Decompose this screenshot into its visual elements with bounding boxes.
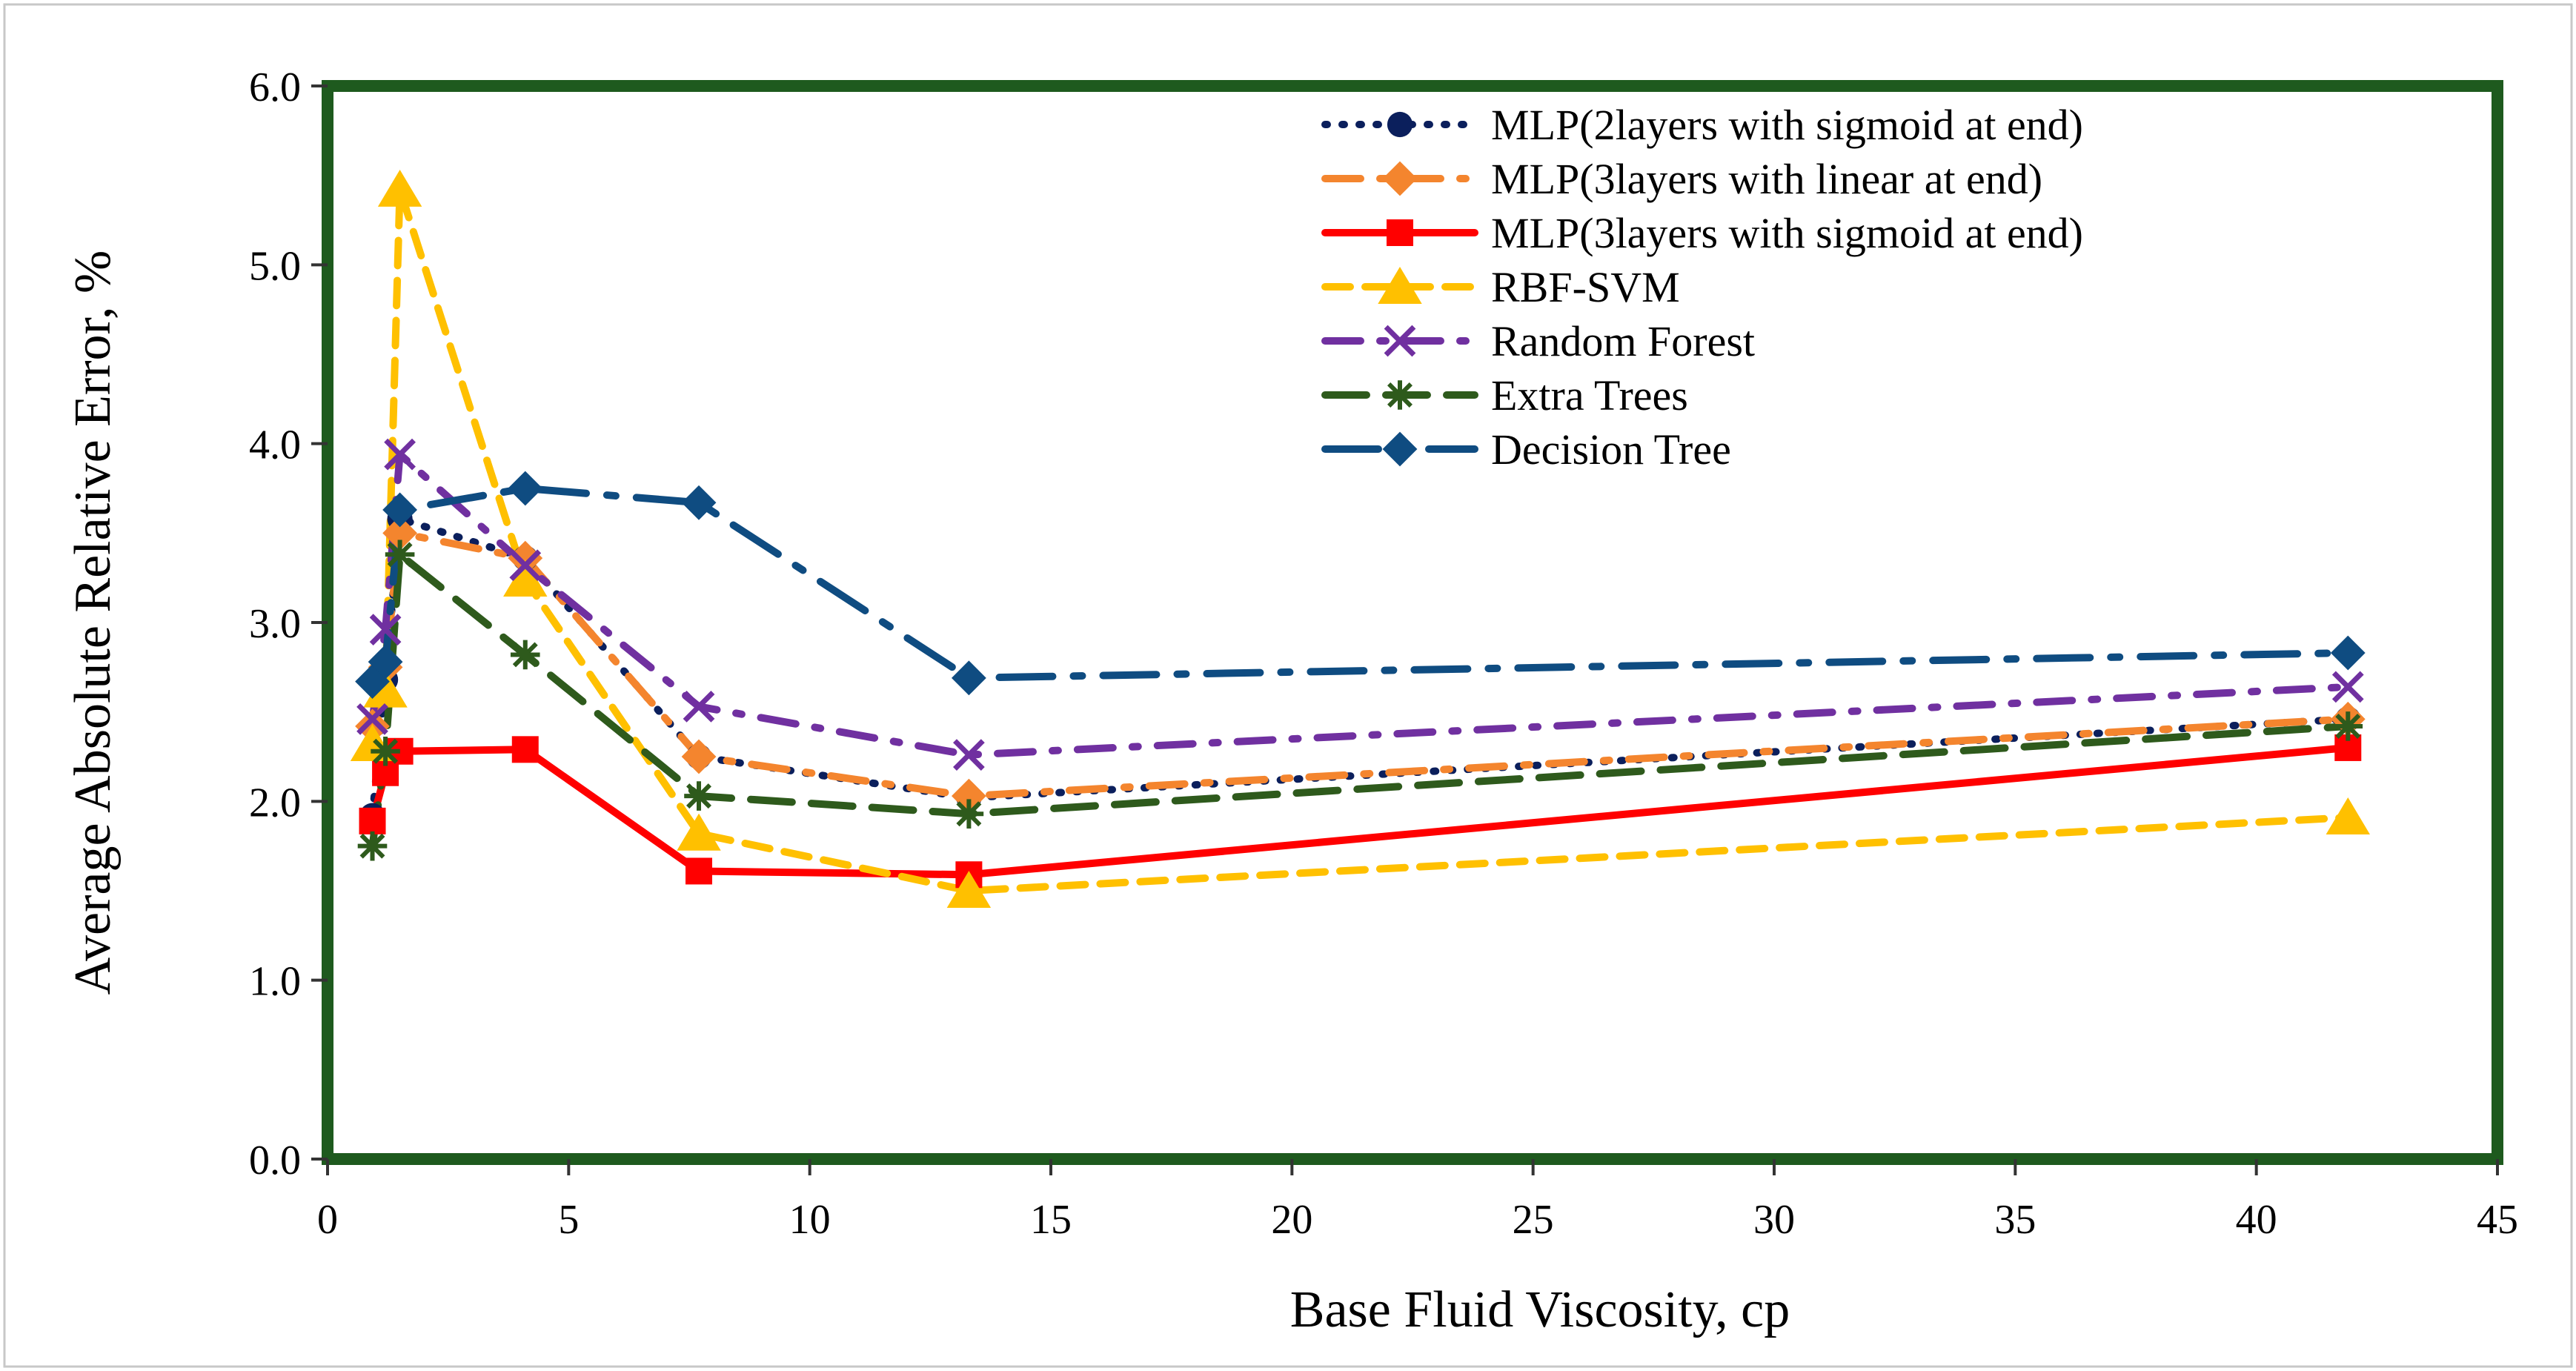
y-tick-label: 2.0 — [249, 780, 301, 826]
x-tick-label: 5 — [558, 1197, 579, 1243]
data-point-s4 — [377, 169, 422, 207]
y-tick-label: 4.0 — [249, 422, 301, 468]
x-tick-label: 20 — [1271, 1197, 1312, 1243]
legend-label-1: MLP(2layers with sigmoid at end) — [1491, 101, 2083, 149]
legend-label-5: Random Forest — [1491, 317, 1755, 365]
data-point-s7 — [2330, 635, 2366, 671]
data-point-s7 — [382, 492, 417, 528]
data-point-s7 — [681, 485, 717, 520]
data-point-s5 — [356, 703, 388, 735]
y-tick-label: 0.0 — [249, 1138, 301, 1184]
data-point-s2 — [681, 739, 717, 774]
legend-marker-5 — [1384, 325, 1416, 357]
x-tick-label: 35 — [1994, 1197, 2036, 1243]
legend-label-2: MLP(3layers with linear at end) — [1491, 155, 2042, 203]
data-point-s5 — [953, 739, 985, 771]
data-point-s6 — [357, 831, 388, 861]
legend-marker-2 — [1382, 161, 1418, 196]
data-point-s4 — [677, 813, 721, 851]
x-axis: 0 5 10 15 20 25 30 35 40 45 — [317, 1159, 2518, 1243]
series-markers — [350, 169, 2370, 908]
x-tick-label: 30 — [1753, 1197, 1795, 1243]
x-tick-label: 10 — [789, 1197, 831, 1243]
legend-label-7: Decision Tree — [1491, 425, 1731, 474]
data-point-s7 — [508, 471, 543, 506]
data-point-s7 — [951, 660, 986, 696]
data-point-s7 — [368, 644, 403, 680]
legend-marker-7 — [1382, 431, 1418, 467]
x-tick-label: 40 — [2236, 1197, 2277, 1243]
data-point-s6 — [510, 640, 540, 670]
legend-marker-4 — [1378, 267, 1422, 304]
data-point-s6 — [684, 781, 714, 811]
outer-frame — [3, 3, 2573, 1368]
x-tick-label: 25 — [1513, 1197, 1554, 1243]
legend-marker-1 — [1387, 111, 1413, 138]
y-tick-label: 6.0 — [249, 64, 301, 110]
legend-marker-6 — [1385, 380, 1415, 410]
legend-marker-3 — [1387, 219, 1413, 246]
data-point-s6 — [371, 736, 400, 766]
y-axis: 0.0 1.0 2.0 3.0 4.0 5.0 6.0 — [249, 64, 328, 1184]
x-axis-title: Base Fluid Viscosity, cp — [1290, 1281, 1790, 1338]
data-point-s5 — [683, 691, 715, 723]
y-tick-label: 5.0 — [249, 243, 301, 289]
legend-label-3: MLP(3layers with sigmoid at end) — [1491, 209, 2083, 257]
data-point-s5 — [2331, 671, 2364, 703]
y-tick-label: 1.0 — [249, 959, 301, 1005]
x-tick-label: 15 — [1030, 1197, 1072, 1243]
data-point-s4 — [946, 871, 992, 908]
data-point-s4 — [2326, 797, 2370, 835]
data-point-s4 — [503, 560, 548, 597]
data-point-s5 — [384, 438, 416, 471]
data-point-s3 — [511, 736, 539, 763]
data-point-s3 — [359, 807, 386, 834]
data-point-s4 — [363, 670, 408, 708]
data-point-s2 — [382, 515, 417, 551]
legend: MLP(2layers with sigmoid at end) MLP(3lay… — [1321, 101, 2083, 474]
data-point-s5 — [509, 549, 542, 582]
data-point-s6 — [2333, 711, 2363, 741]
data-point-s5 — [369, 614, 402, 646]
y-axis-title: Average Absolute Relative Error, % — [64, 250, 122, 995]
data-point-s2 — [508, 540, 543, 576]
data-point-s6 — [954, 799, 984, 829]
x-tick-label: 45 — [2477, 1197, 2518, 1243]
y-tick-label: 3.0 — [249, 601, 301, 647]
x-tick-label: 0 — [317, 1197, 338, 1243]
legend-label-4: RBF-SVM — [1491, 263, 1680, 311]
legend-label-6: Extra Trees — [1491, 371, 1688, 419]
plot-area — [322, 80, 2503, 1165]
data-point-s3 — [686, 857, 713, 885]
data-point-s6 — [385, 540, 415, 570]
